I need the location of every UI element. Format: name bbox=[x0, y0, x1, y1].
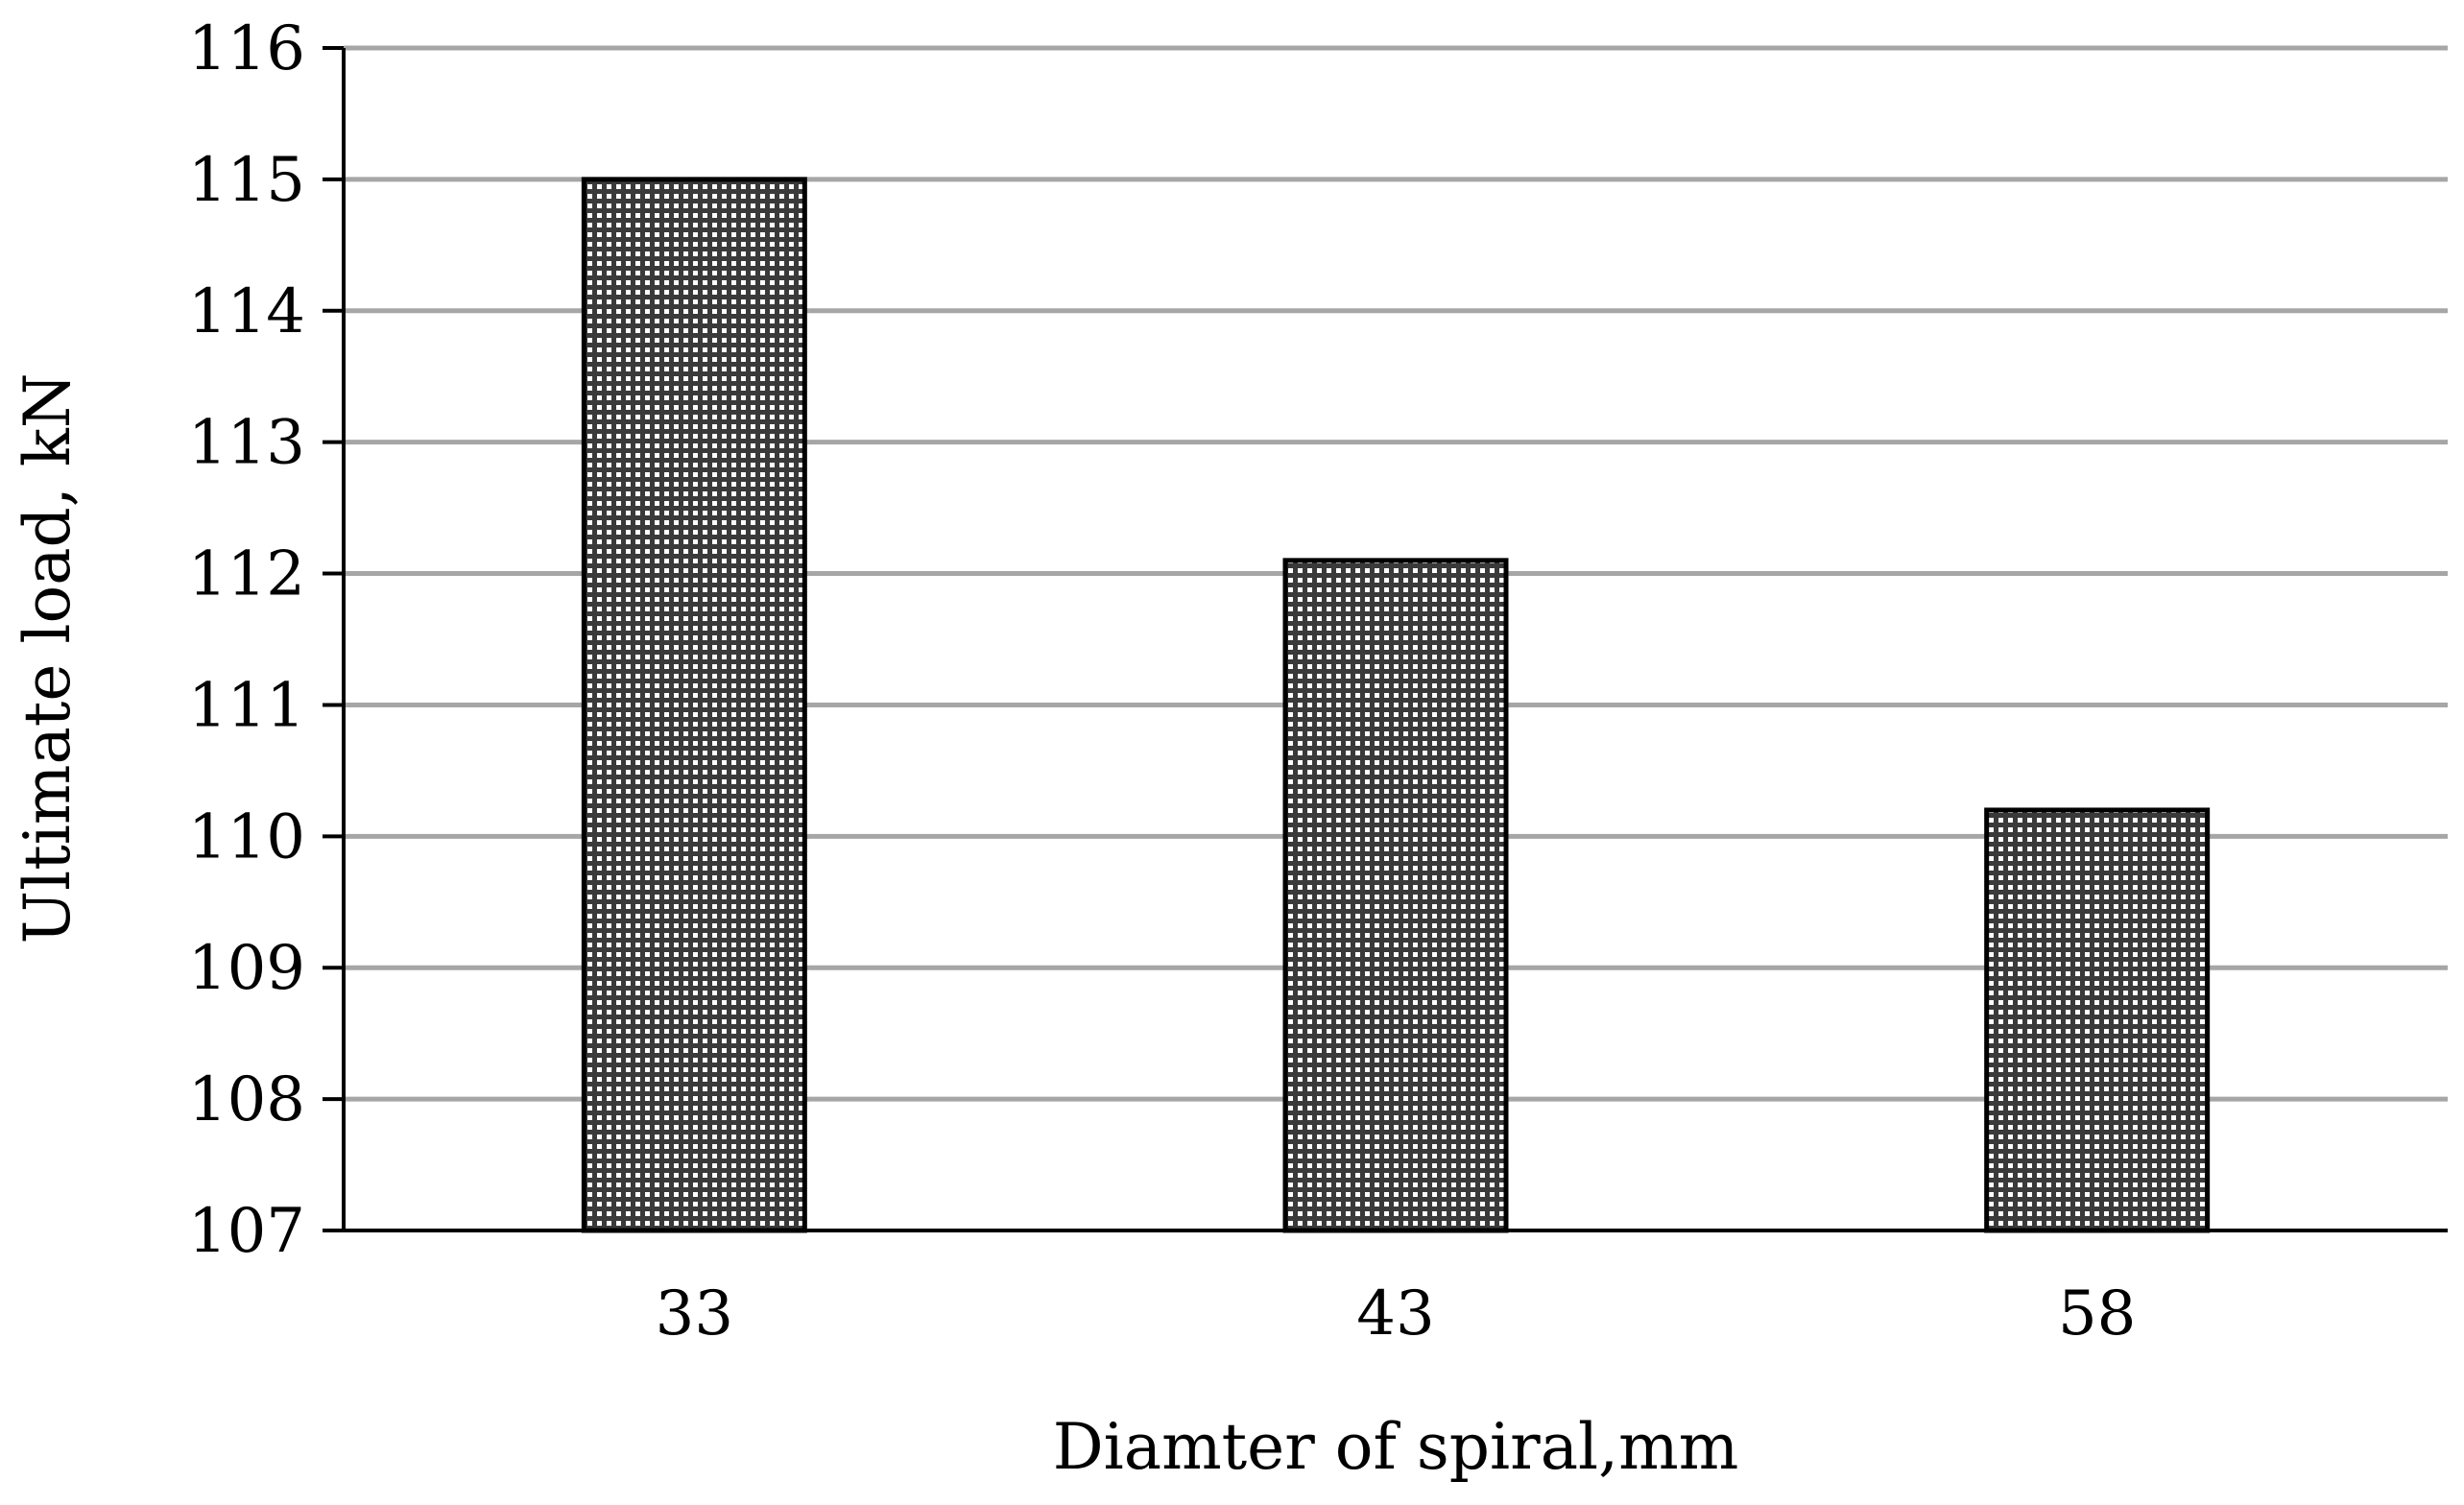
y-tick-label: 115 bbox=[188, 145, 305, 216]
bar-33 bbox=[581, 177, 807, 1233]
y-tick-label: 109 bbox=[188, 933, 305, 1004]
x-tick-label: 43 bbox=[1356, 1278, 1434, 1350]
x-tick-labels: 33 43 58 bbox=[656, 1278, 2137, 1350]
bar-58 bbox=[1984, 807, 2211, 1233]
y-tick-label: 112 bbox=[188, 539, 305, 610]
y-tick-label: 107 bbox=[188, 1196, 305, 1267]
y-tick-label: 113 bbox=[188, 408, 305, 479]
bar-43 bbox=[1282, 558, 1509, 1233]
x-tick-label: 33 bbox=[656, 1278, 733, 1350]
y-tick-label: 116 bbox=[188, 13, 305, 84]
x-axis-title: Diamter of spiral,mm bbox=[1053, 1410, 1739, 1484]
bars bbox=[581, 177, 2211, 1233]
y-tick-label: 111 bbox=[188, 670, 305, 741]
x-tick-label: 58 bbox=[2058, 1278, 2136, 1350]
y-tick-label: 114 bbox=[188, 276, 305, 347]
y-tick-labels: 107 108 109 110 111 112 113 114 115 116 bbox=[188, 13, 305, 1267]
y-tick-label: 110 bbox=[188, 801, 305, 872]
y-tick-label: 108 bbox=[188, 1064, 305, 1135]
y-axis-title: Ultimate load, kN bbox=[11, 373, 84, 944]
axes bbox=[323, 46, 2448, 1232]
